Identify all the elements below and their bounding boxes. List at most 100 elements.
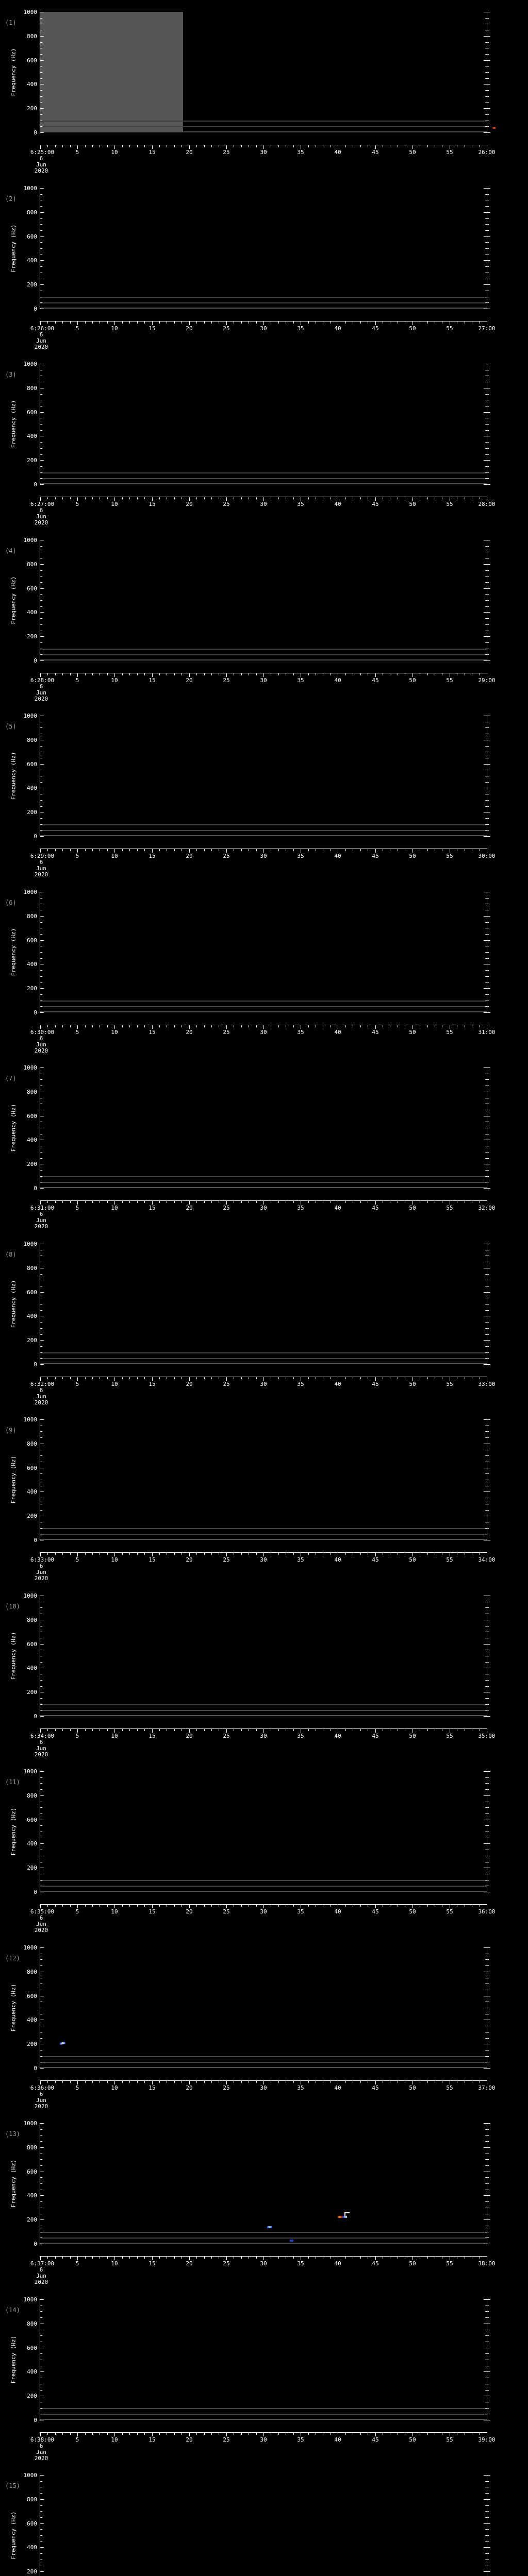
x-tick-label: 30 (260, 2084, 267, 2091)
date-label: Jun (36, 513, 46, 520)
clipped-region (40, 12, 183, 132)
y-tick-label: 800 (27, 913, 37, 920)
x-tick-label: 25 (223, 2436, 230, 2443)
x-tick (360, 2257, 361, 2259)
x-tick-label: 35 (297, 149, 304, 156)
date-label: Jun (36, 1745, 46, 1752)
y-tick-label: 800 (27, 1969, 37, 1975)
x-tick-label: 35 (297, 1556, 304, 1563)
x-tick (174, 1025, 175, 1027)
x-tick (40, 497, 41, 501)
x-tick-label: 35 (297, 325, 304, 332)
x-tick (293, 2081, 294, 2083)
x-tick (196, 1025, 197, 1027)
date-label: Jun (36, 1921, 46, 1927)
x-tick-label: 40 (334, 2260, 341, 2267)
x-tick-label: 55 (446, 325, 453, 332)
y-tick-right (485, 800, 489, 801)
y-tick-label: 0 (34, 1009, 37, 1016)
x-tick (40, 2433, 41, 2436)
x-tick (308, 673, 309, 675)
spectral-line (40, 483, 487, 484)
y-tick (40, 1328, 42, 1329)
start-time-label: 6:37:00 (30, 2260, 55, 2267)
y-tick (40, 1346, 42, 1347)
spectral-line (40, 1528, 487, 1529)
x-tick (92, 849, 93, 851)
y-tick-label: 1000 (23, 1241, 38, 1247)
y-tick-right (485, 824, 489, 825)
y-tick (40, 2141, 42, 2142)
frequency-axis-title: Frequency (Hz) (10, 1280, 17, 1328)
x-tick-label: 55 (446, 1908, 453, 1915)
x-tick (152, 321, 153, 325)
y-tick-right (485, 994, 489, 995)
x-tick (47, 321, 48, 324)
y-tick (40, 746, 42, 747)
x-tick (47, 1377, 48, 1379)
x-tick (144, 849, 145, 851)
x-tick (204, 2433, 205, 2435)
y-tick-right (484, 2547, 490, 2548)
x-tick (375, 2257, 376, 2260)
x-tick (70, 1025, 71, 1027)
y-tick-label: 200 (27, 105, 37, 112)
y-tick-label: 0 (34, 481, 37, 488)
x-tick (122, 321, 123, 324)
end-time-label: 36:00 (478, 1908, 496, 1915)
y-tick-label: 600 (27, 1289, 37, 1296)
x-tick (375, 497, 376, 501)
x-tick (412, 2257, 413, 2260)
x-tick (129, 1377, 130, 1379)
y-tick-right (485, 1352, 489, 1353)
x-tick-label: 15 (148, 2436, 156, 2443)
y-tick (40, 60, 44, 61)
y-tick (40, 2493, 42, 2494)
x-tick (107, 673, 108, 675)
y-tick-right (485, 2493, 489, 2494)
y-tick (40, 660, 44, 661)
x-tick (375, 1553, 376, 1556)
x-tick (375, 849, 376, 853)
y-tick-right (485, 624, 489, 625)
x-tick (152, 1905, 153, 1908)
y-tick-right (484, 2523, 490, 2524)
x-tick-label: 55 (446, 501, 453, 507)
x-tick (211, 2433, 212, 2435)
y-tick-right (485, 2517, 489, 2518)
x-tick (226, 497, 227, 501)
x-tick (159, 1553, 160, 1555)
x-tick-label: 50 (409, 2436, 416, 2443)
date-label: 6 (39, 507, 43, 514)
x-tick (196, 849, 197, 851)
x-tick (427, 2257, 428, 2259)
x-tick (204, 673, 205, 675)
y-tick (40, 1067, 44, 1068)
x-tick-label: 10 (111, 677, 118, 684)
x-tick (85, 2081, 86, 2083)
x-tick (144, 1729, 145, 1731)
y-tick-right (485, 206, 489, 207)
x-tick (152, 1553, 153, 1556)
x-tick (263, 1025, 264, 1029)
y-tick (40, 1158, 42, 1159)
y-tick-right (485, 2129, 489, 2130)
x-tick-label: 25 (223, 501, 230, 507)
x-tick (196, 2081, 197, 2083)
y-tick (40, 2299, 44, 2300)
x-tick (122, 2257, 123, 2259)
x-tick (226, 2257, 227, 2260)
x-tick (293, 1729, 294, 1731)
y-tick-right (485, 576, 489, 577)
x-tick (152, 1025, 153, 1029)
y-tick (40, 2541, 42, 2542)
panel-index-label: (15) (5, 2482, 20, 2489)
y-tick-label: 400 (27, 1313, 37, 1319)
y-tick-right (485, 1176, 489, 1177)
x-tick (129, 1729, 130, 1731)
x-tick (47, 1729, 48, 1731)
x-tick (47, 145, 48, 147)
x-tick (345, 849, 346, 851)
x-tick (114, 145, 115, 149)
